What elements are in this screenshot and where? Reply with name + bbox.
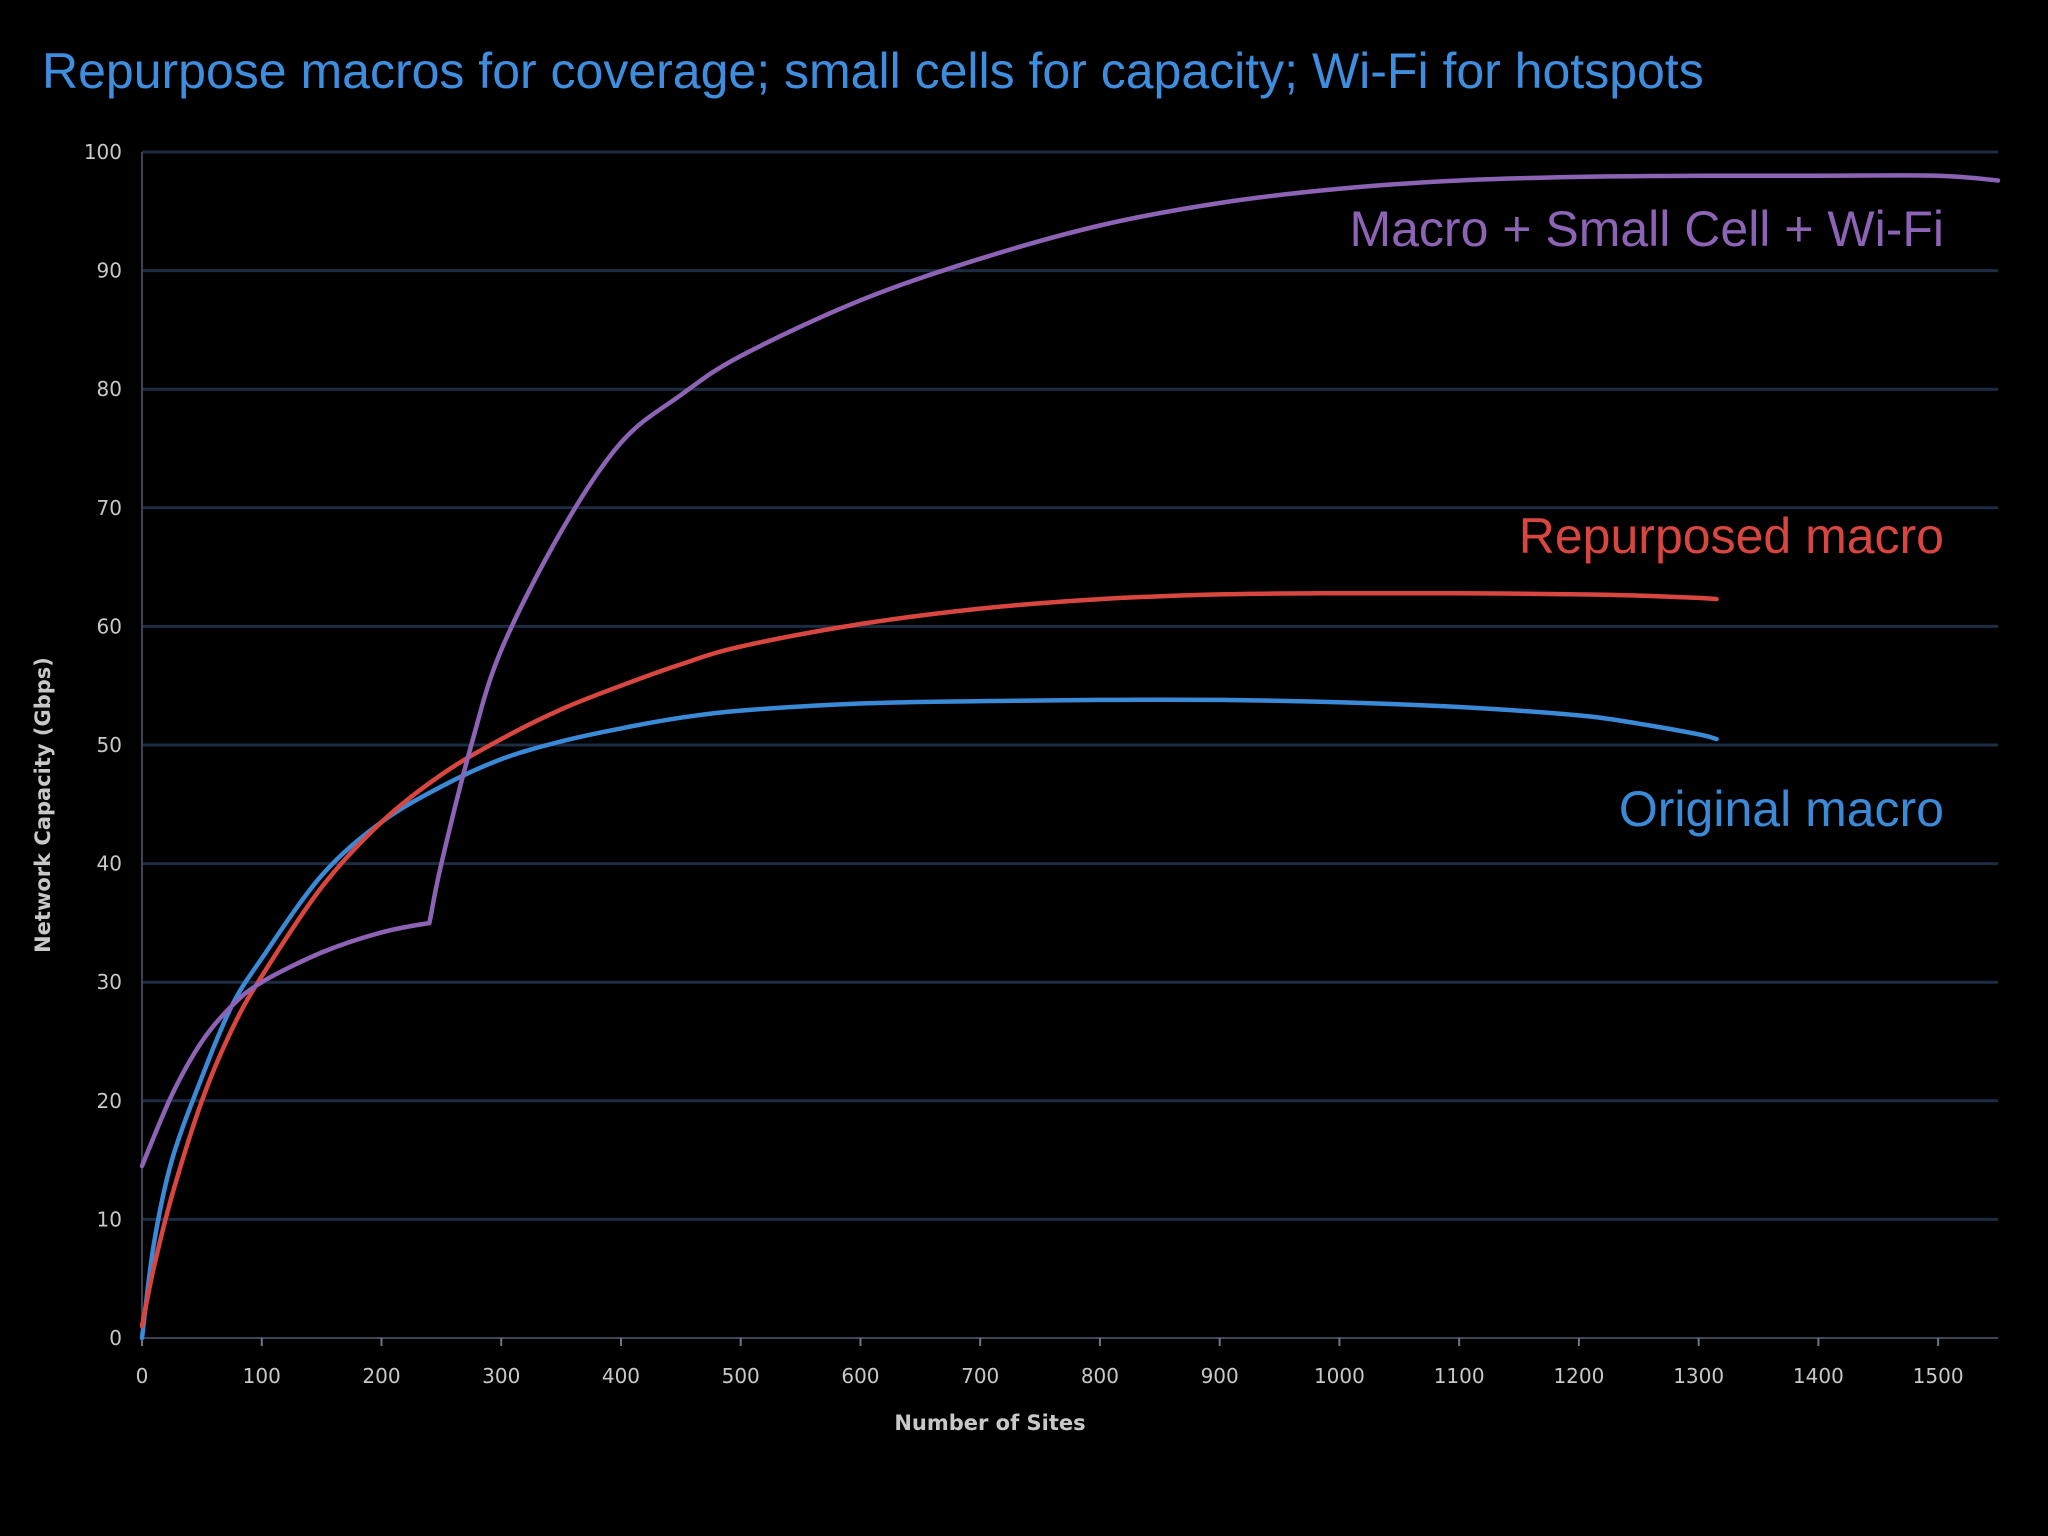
x-tick-label-100: 100 (243, 1364, 281, 1388)
series-labels: Macro + Small Cell + Wi-Fi Repurposed mac… (1349, 201, 1944, 837)
series-line-repurposed-macro (139, 590, 1719, 1329)
series-label-original-macro: Original macro (1619, 781, 1944, 837)
x-tick-label-1200: 1200 (1553, 1364, 1604, 1388)
x-tick-label-800: 800 (1081, 1364, 1119, 1388)
series-lines (139, 173, 2001, 1341)
series-line-original-macro (139, 697, 1719, 1341)
series-label-repurposed-macro: Repurposed macro (1519, 508, 1944, 564)
chart-title: Repurpose macros for coverage; small cel… (42, 43, 1704, 99)
x-axis-title: Number of Sites (894, 1411, 1085, 1435)
y-axis-title: Network Capacity (Gbps) (31, 657, 55, 953)
y-tick-label-70: 70 (97, 496, 122, 520)
y-tick-label-10: 10 (97, 1207, 122, 1231)
x-tick-label-900: 900 (1201, 1364, 1239, 1388)
y-tick-label-60: 60 (97, 614, 122, 638)
x-tick-label-300: 300 (482, 1364, 520, 1388)
x-tick-label-1500: 1500 (1913, 1364, 1964, 1388)
x-tick-label-1000: 1000 (1314, 1364, 1365, 1388)
x-tick-label-1300: 1300 (1673, 1364, 1724, 1388)
x-tick-label-0: 0 (136, 1364, 149, 1388)
x-tick-label-1400: 1400 (1793, 1364, 1844, 1388)
y-tick-label-30: 30 (97, 970, 122, 994)
y-tick-label-50: 50 (97, 733, 122, 757)
series-label-macro-small-cell-wifi: Macro + Small Cell + Wi-Fi (1349, 201, 1944, 257)
grid-lines (142, 150, 1998, 1221)
x-tick-label-500: 500 (722, 1364, 760, 1388)
x-tick-label-1100: 1100 (1434, 1364, 1485, 1388)
y-tick-label-90: 90 (97, 259, 122, 283)
x-tick-label-200: 200 (362, 1364, 400, 1388)
y-tick-label-20: 20 (97, 1089, 122, 1113)
y-tick-label-40: 40 (97, 852, 122, 876)
x-tick-label-600: 600 (841, 1364, 879, 1388)
x-tick-label-700: 700 (961, 1364, 999, 1388)
y-tick-label-80: 80 (97, 377, 122, 401)
series-line-macro-small-cell-wifi (139, 173, 2001, 1169)
y-tick-label-0: 0 (109, 1326, 122, 1350)
y-tick-label-100: 100 (84, 140, 122, 164)
x-tick-label-400: 400 (602, 1364, 640, 1388)
